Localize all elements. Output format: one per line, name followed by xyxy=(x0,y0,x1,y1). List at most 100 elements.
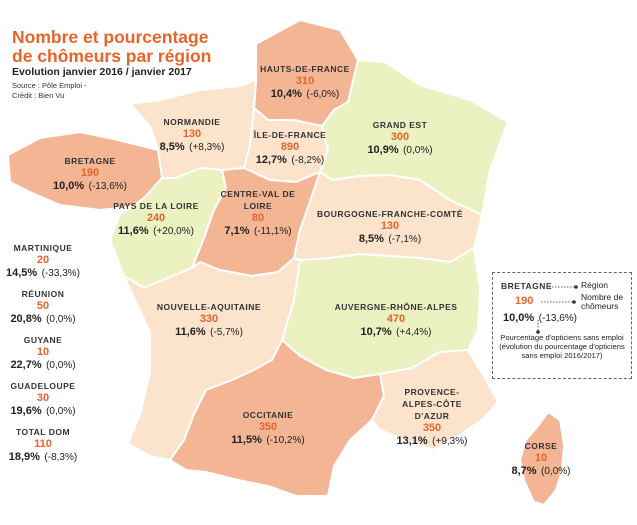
region-count: 130 xyxy=(182,128,202,140)
region-evolution: (-13,6%) xyxy=(88,181,127,192)
region-label-occitanie: OCCITANIE 350 11,5% (-10,2%) xyxy=(218,409,318,447)
legend-arrow-count-icon xyxy=(541,300,576,304)
region-count: 350 xyxy=(258,421,278,433)
region-percent: 10,9% xyxy=(367,144,399,156)
legend-example-percent: 10,0% xyxy=(503,312,535,324)
region-count: 300 xyxy=(390,131,410,143)
legend-arrow-percent-icon xyxy=(536,320,540,334)
region-name: NORMANDIE xyxy=(163,117,221,127)
map-title: Nombre et pourcentage de chômeurs par ré… xyxy=(12,27,212,66)
region-percent: 8,5% xyxy=(159,141,185,153)
region-percent: 10,0% xyxy=(52,180,85,192)
dom-evolution: (-8,3%) xyxy=(44,452,78,463)
region-label-centre-val-de-loire: CENTRE-VAL DE LOIRE 80 7,1% (-11,1%) xyxy=(220,188,296,238)
dom-evolution: (0,0%) xyxy=(46,406,76,417)
dom-name: GUADELOUPE xyxy=(10,381,76,391)
region-percent: 7,1% xyxy=(224,225,250,237)
region-evolution: (-6,0%) xyxy=(306,89,340,100)
region-percent: 10,7% xyxy=(360,326,392,338)
region-name: PROVENCE-ALPES-CÔTE D'AZUR xyxy=(402,387,462,421)
region-label-ile-de-france: ÎLE-DE-FRANCE 890 12,7% (-8,2%) xyxy=(240,129,340,167)
region-label-bretagne: BRETAGNE 190 10,0% (-13,6%) xyxy=(40,155,140,193)
dom-percent: 22,7% xyxy=(10,359,42,371)
region-percent: 11,5% xyxy=(231,434,262,446)
region-evolution: (-8,2%) xyxy=(291,155,325,166)
dom-item-martinique: MARTINIQUE 20 14,5% (-33,3%) xyxy=(5,242,81,280)
legend-example-count: 190 xyxy=(515,295,534,307)
legend-example-name: BRETAGNE xyxy=(501,281,553,291)
region-evolution: (+4,4%) xyxy=(396,327,432,338)
region-evolution: (-7,1%) xyxy=(388,234,422,245)
region-count: 10 xyxy=(534,452,548,464)
region-evolution: (0,0%) xyxy=(403,145,433,156)
region-name: AUVERGNE-RHÔNE-ALPES xyxy=(334,302,458,312)
legend-label-percent: Pourcentage d'opticiens sans emploi (évo… xyxy=(499,333,625,360)
region-name: HAUTS-DE-FRANCE xyxy=(260,64,350,74)
legend-box: BRETAGNE Région 190 Nombre de chômeurs 1… xyxy=(492,272,632,379)
region-name: GRAND EST xyxy=(372,120,428,130)
region-label-auvergne-rhone-alpes: AUVERGNE-RHÔNE-ALPES 470 10,7% (+4,4%) xyxy=(326,301,466,339)
dom-count: 10 xyxy=(36,346,50,358)
dom-count: 50 xyxy=(36,300,50,312)
dom-percent: 18,9% xyxy=(8,451,40,463)
region-evolution: (-10,2%) xyxy=(266,435,305,446)
region-name: OCCITANIE xyxy=(242,410,294,420)
region-percent: 12,7% xyxy=(255,154,287,166)
region-percent: 11,6% xyxy=(118,225,149,237)
region-evolution: (-11,1%) xyxy=(253,226,292,237)
legend-arrow-region-icon xyxy=(549,285,578,289)
region-percent: 13,1% xyxy=(396,435,428,447)
region-name: CORSE xyxy=(524,441,558,451)
region-evolution: (-5,7%) xyxy=(210,327,243,338)
dom-item-total-dom: TOTAL DOM 110 18,9% (-8,3%) xyxy=(5,426,81,464)
region-evolution: (+20,0%) xyxy=(153,226,194,237)
region-label-grand-est: GRAND EST 300 10,9% (0,0%) xyxy=(350,119,450,157)
dom-evolution: (0,0%) xyxy=(46,360,76,371)
region-percent: 8,5% xyxy=(358,233,384,245)
source-note: Source : Pôle Emploi - xyxy=(12,81,87,90)
dom-evolution: (-33,3%) xyxy=(41,268,80,279)
region-label-corse: CORSE 10 8,7% (0,0%) xyxy=(506,440,576,478)
region-percent: 10,4% xyxy=(270,88,302,100)
region-count: 310 xyxy=(295,75,315,87)
region-evolution: (+9,3%) xyxy=(432,436,468,447)
region-count: 350 xyxy=(422,422,442,434)
legend-label-region: Région xyxy=(581,280,608,290)
region-count: 80 xyxy=(251,212,265,224)
dom-percent: 19,6% xyxy=(10,405,42,417)
region-shape-provence-alpes-cote-d-azur[interactable] xyxy=(371,349,499,451)
region-name: PAYS DE LA LOIRE xyxy=(113,201,199,211)
region-name: CENTRE-VAL DE LOIRE xyxy=(220,189,296,211)
region-label-nouvelle-aquitaine: NOUVELLE-AQUITAINE 330 11,6% (-5,7%) xyxy=(144,301,274,339)
dom-percent: 20,8% xyxy=(10,313,42,325)
map-subtitle: Evolution janvier 2016 / janvier 2017 xyxy=(12,66,192,78)
legend-example-values: 10,0% (-13,6%) xyxy=(503,308,577,326)
region-label-hauts-de-france: HAUTS-DE-FRANCE 310 10,4% (-6,0%) xyxy=(246,63,364,101)
region-evolution: (0,0%) xyxy=(541,466,571,477)
region-name: BRETAGNE xyxy=(64,156,116,166)
region-count: 890 xyxy=(280,141,300,153)
dom-count: 30 xyxy=(36,392,50,404)
region-count: 130 xyxy=(380,220,400,232)
dom-name: RÉUNION xyxy=(21,289,65,299)
region-shape-corse[interactable] xyxy=(519,411,565,506)
region-name: ÎLE-DE-FRANCE xyxy=(253,130,327,140)
dom-item-guadeloupe: GUADELOUPE 30 19,6% (0,0%) xyxy=(5,380,81,418)
legend-label-count: Nombre de chômeurs xyxy=(581,292,624,311)
dom-percent: 14,5% xyxy=(5,267,38,279)
dom-name: GUYANE xyxy=(23,335,63,345)
region-label-pays-de-la-loire: PAYS DE LA LOIRE 240 11,6% (+20,0%) xyxy=(104,200,208,238)
region-label-provence-alpes-cote-d-azur: PROVENCE-ALPES-CÔTE D'AZUR 350 13,1% (+9… xyxy=(390,386,474,448)
region-evolution: (+8,3%) xyxy=(189,142,225,153)
region-percent: 8,7% xyxy=(511,465,537,477)
region-name: BOURGOGNE-FRANCHE-COMTÉ xyxy=(316,209,464,219)
dom-count: 20 xyxy=(36,254,50,266)
region-label-bourgogne-franche-comte: BOURGOGNE-FRANCHE-COMTÉ 130 8,5% (-7,1%) xyxy=(310,208,470,246)
region-label-normandie: NORMANDIE 130 8,5% (+8,3%) xyxy=(142,116,242,154)
region-count: 240 xyxy=(146,212,166,224)
dom-evolution: (0,0%) xyxy=(46,314,76,325)
region-count: 330 xyxy=(199,313,219,325)
region-percent: 11,6% xyxy=(175,326,206,338)
dom-item-reunion: RÉUNION 50 20,8% (0,0%) xyxy=(5,288,81,326)
